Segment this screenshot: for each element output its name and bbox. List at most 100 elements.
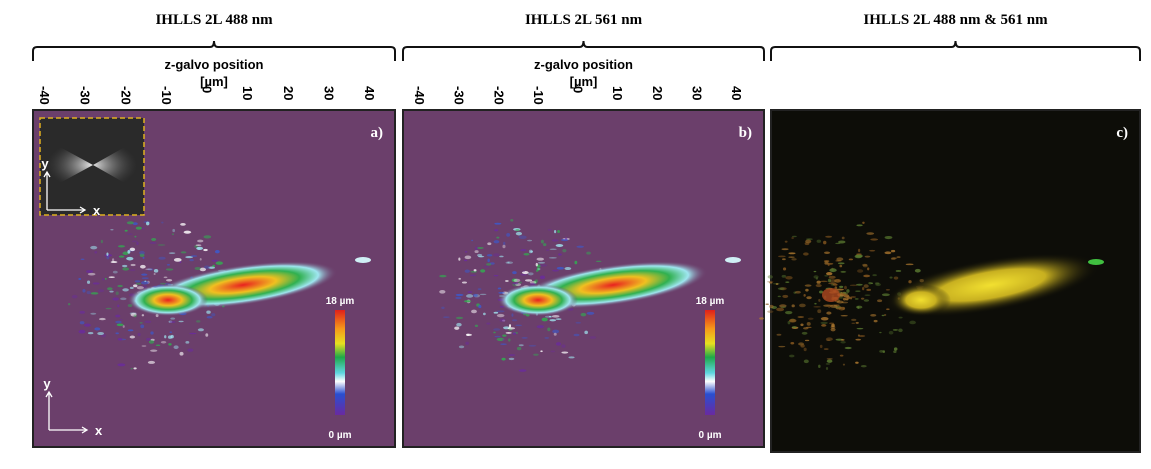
speckle [855,361,859,364]
speckle [552,269,559,272]
speckle [67,303,71,306]
speckle [126,221,134,225]
speckle [855,254,864,258]
speckle [776,333,782,336]
speckle [455,293,464,297]
speckle [875,282,880,285]
speckle [497,287,502,290]
speckle [855,321,859,324]
speckle [829,304,838,308]
axis-unit: [µm] [570,74,598,89]
speckle [866,232,875,235]
speckle [554,229,557,234]
speckle [499,318,506,322]
speckle [130,367,133,370]
speckle [898,328,903,333]
speckle [551,239,559,242]
speckle [826,357,833,360]
speckle [828,275,836,279]
speckle [793,291,797,294]
tick-label: 40 [362,86,377,100]
speckle [508,324,512,328]
speckle [856,283,863,286]
speckle [896,256,901,258]
speckle [129,286,134,289]
speckle [439,290,446,294]
speckle [788,256,795,258]
speckle [206,315,213,319]
speckle [92,282,100,285]
axis-x-label: x [93,203,101,218]
speckle [805,288,809,292]
speckle [110,261,118,264]
speckle [85,269,94,273]
speckle [539,275,546,280]
speckle [860,364,867,368]
speckle [168,343,172,346]
speckle [545,249,550,252]
speckle [502,244,506,249]
speckle [206,310,211,314]
speckle [150,349,158,352]
speckle [214,250,220,254]
speckle [892,328,898,331]
speckle [102,278,105,281]
speckle [189,258,194,262]
speckle [482,312,486,316]
speckle [135,226,142,230]
speckle [863,284,869,288]
speckle [161,221,164,224]
speckle [528,344,537,347]
speckle [165,268,174,271]
speckle [536,257,544,261]
speckle [790,342,795,345]
speckle [791,304,795,308]
speckle [129,335,136,339]
speckle [789,318,797,323]
speckle [120,297,127,301]
speckle [141,314,145,317]
speckle [166,264,171,266]
speckle [166,279,173,282]
speckle [455,316,464,320]
speckle [507,354,516,356]
speckle [789,354,795,358]
speckle [555,342,562,346]
tick-label: -30 [452,86,467,105]
speckle [505,332,512,334]
speckle [513,278,521,283]
speckle [860,297,865,300]
speckle [493,311,499,314]
speckle [90,245,98,250]
speckle [522,271,529,275]
speckle [759,317,764,320]
speckle [477,255,485,258]
speckle [564,237,568,240]
speckle [197,328,204,332]
speckle [474,250,479,254]
speckle [471,239,474,242]
speckle [126,256,134,261]
speckle [122,325,125,328]
speckle [788,252,796,255]
speckle [518,235,527,239]
speckle [507,327,516,330]
speckle [508,357,515,361]
speckle [785,281,790,283]
speckle [153,272,156,275]
speckle [164,335,167,339]
speckle [144,280,147,283]
speckle [877,299,883,303]
speckle [112,270,118,274]
speckle [858,248,861,253]
speckle [169,331,173,333]
speckle [813,275,819,279]
speckle [806,321,811,326]
speckle [844,346,852,350]
speckle [839,354,844,357]
speckle [515,231,522,236]
speckle [510,218,514,222]
speckle [544,315,553,318]
speckle [866,288,872,292]
speckle [595,260,602,263]
